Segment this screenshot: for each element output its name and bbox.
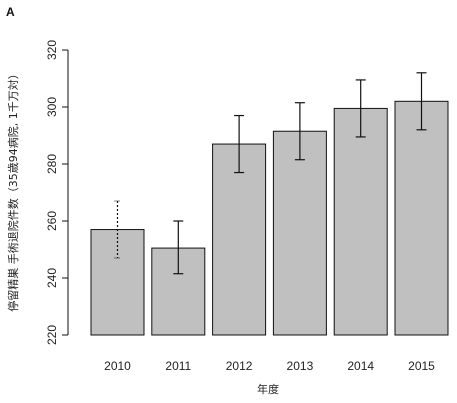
bar-2015 [394,100,449,336]
x-tick-label-2014: 2014 [347,359,374,373]
bar-2014 [333,107,388,336]
bar-2013 [272,130,327,336]
y-tick-label: 280 [45,154,59,174]
error-bars [114,72,427,275]
y-tick-label: 220 [45,325,59,345]
y-tick-label: 260 [45,211,59,231]
y-tick-label: 320 [45,40,59,60]
y-tick-label: 300 [45,97,59,117]
x-tick-label-2013: 2013 [287,359,314,373]
x-tick-label-2010: 2010 [104,359,131,373]
x-tick-label-2011: 2011 [165,359,191,373]
x-tick-label-2015: 2015 [408,359,435,373]
y-tick-label: 240 [45,268,59,288]
bar-2012 [212,143,267,336]
x-axis-labels: 2010 2011 2012 2013 2014 2015 [104,359,435,373]
x-tick-label-2012: 2012 [226,359,253,373]
x-axis-title: 年度 [257,382,279,396]
y-axis-title: 停留精巣 手術退院件数（35歳94病院, 1千万対） [6,68,20,311]
panel-label: A [6,5,15,19]
bars [90,100,449,336]
y-axis: 220 240 260 280 300 320 [45,40,69,345]
bar-2010 [90,229,145,336]
